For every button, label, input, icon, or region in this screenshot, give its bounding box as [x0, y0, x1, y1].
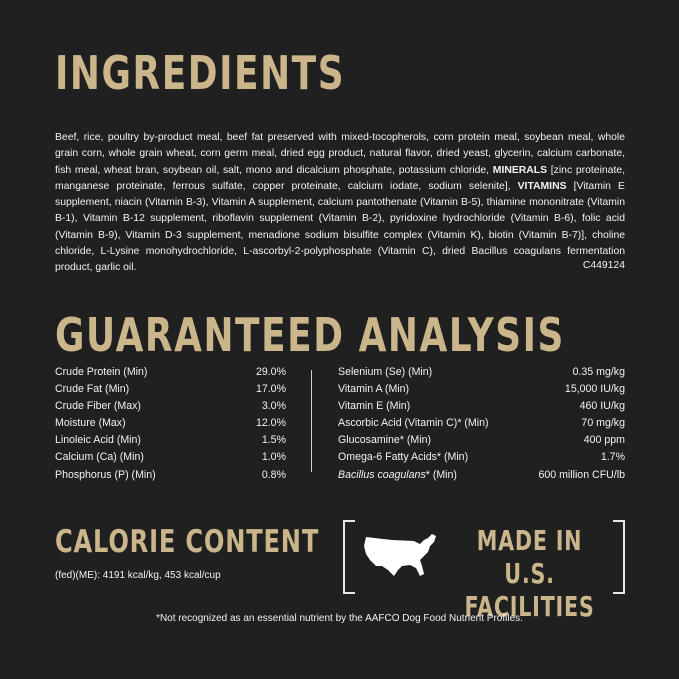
analysis-row: Glucosamine* (Min) 400 ppm [338, 432, 625, 449]
nutrient-label: Crude Fat (Min) [55, 383, 130, 396]
analysis-heading: GUARANTEED ANALYSIS [55, 308, 565, 362]
nutrient-value: 0.35 mg/kg [572, 366, 625, 378]
analysis-row: Omega-6 Fatty Acids* (Min) 1.7% [338, 449, 625, 466]
nutrient-value: 1.0% [261, 451, 286, 464]
analysis-right-column: Selenium (Se) (Min) 0.35 mg/kg Vitamin A … [338, 364, 625, 484]
nutrient-label: Selenium (Se) (Min) [338, 366, 433, 378]
made-in-line-1: MADE IN U.S. [476, 524, 583, 590]
nutrient-label-italic: Bacillus coagulans [338, 468, 426, 481]
calorie-text: (fed)(ME): 4191 kcal/kg, 453 kcal/cup [55, 570, 221, 581]
product-code: C449124 [582, 260, 625, 271]
nutrient-value: 17.0% [255, 383, 286, 396]
nutrient-value: 460 IU/kg [579, 400, 625, 413]
analysis-left-column: Crude Protein (Min) 29.0% Crude Fat (Min)… [55, 364, 286, 484]
analysis-row: Vitamin A (Min) 15,000 IU/kg [338, 381, 625, 398]
nutrient-label: Moisture (Max) [55, 417, 126, 430]
nutrient-value: 1.5% [261, 434, 286, 447]
nutrient-value: 12.0% [255, 417, 286, 430]
column-divider [311, 370, 312, 472]
nutrient-label: Calcium (Ca) (Min) [55, 451, 144, 464]
nutrient-label: Crude Protein (Min) [55, 366, 148, 378]
nutrient-label: Omega-6 Fatty Acids* (Min) [338, 451, 469, 464]
ingredients-part: Beef, rice, poultry by-product meal, bee… [55, 132, 625, 176]
nutrient-label: Vitamin A (Min) [338, 383, 410, 396]
nutrient-label: Bacillus coagulans* (Min) [338, 467, 457, 484]
nutrient-label: Ascorbic Acid (Vitamin C)* (Min) [338, 417, 489, 430]
ingredients-part: [Vitamin E supplement, niacin (Vitamin B… [55, 180, 625, 274]
nutrient-label: Linoleic Acid (Min) [55, 434, 141, 447]
made-in-line-2: FACILITIES [464, 590, 595, 623]
ingredients-text: Beef, rice, poultry by-product meal, bee… [55, 130, 625, 277]
footnote: *Not recognized as an essential nutrient… [156, 613, 523, 624]
analysis-row: Selenium (Se) (Min) 0.35 mg/kg [338, 364, 625, 381]
analysis-row: Bacillus coagulans* (Min) 600 million CFU… [338, 467, 625, 484]
analysis-row: Crude Protein (Min) 29.0% [55, 364, 286, 381]
ingredients-part: [zinc proteinate, manganese proteinate, … [55, 164, 625, 192]
ingredients-heading: INGREDIENTS [55, 46, 346, 100]
analysis-row: Phosphorus (P) (Min) 0.8% [55, 467, 286, 484]
nutrient-value: 70 mg/kg [581, 417, 625, 430]
nutrient-label: Vitamin E (Min) [338, 400, 411, 413]
nutrient-label: Crude Fiber (Max) [55, 400, 141, 413]
nutrient-value: 400 ppm [583, 434, 625, 447]
right-bracket [613, 520, 625, 594]
nutrient-value: 3.0% [261, 400, 286, 413]
nutrient-value: 15,000 IU/kg [564, 383, 625, 396]
nutrient-value: 29.0% [255, 366, 286, 378]
analysis-row: Ascorbic Acid (Vitamin C)* (Min) 70 mg/kg [338, 415, 625, 432]
usa-map-icon [364, 534, 436, 576]
nutrient-label: Phosphorus (P) (Min) [55, 468, 156, 481]
analysis-row: Calcium (Ca) (Min) 1.0% [55, 449, 286, 466]
left-bracket [343, 520, 355, 594]
vitamins-label: VITAMINS [517, 180, 567, 192]
nutrient-value: 600 million CFU/lb [538, 468, 625, 481]
made-in-usa-label: MADE IN U.S. FACILITIES [457, 524, 602, 623]
nutrient-value: 1.7% [600, 451, 625, 464]
minerals-label: MINERALS [492, 164, 548, 176]
analysis-row: Linoleic Acid (Min) 1.5% [55, 432, 286, 449]
calorie-heading: CALORIE CONTENT [55, 524, 320, 560]
nutrient-label-suffix: * (Min) [425, 468, 457, 481]
nutrient-label: Glucosamine* (Min) [338, 434, 432, 447]
analysis-row: Moisture (Max) 12.0% [55, 415, 286, 432]
analysis-row: Crude Fiber (Max) 3.0% [55, 398, 286, 415]
analysis-row: Vitamin E (Min) 460 IU/kg [338, 398, 625, 415]
nutrient-value: 0.8% [261, 468, 286, 481]
analysis-row: Crude Fat (Min) 17.0% [55, 381, 286, 398]
